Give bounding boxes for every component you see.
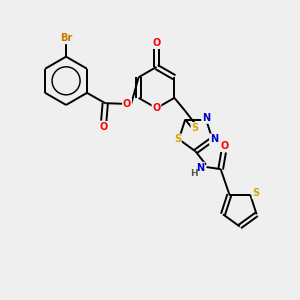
Text: N: N: [202, 113, 210, 123]
Text: O: O: [152, 103, 160, 113]
Text: N: N: [196, 163, 204, 173]
Text: O: O: [123, 99, 131, 109]
Text: O: O: [220, 141, 228, 151]
Text: H: H: [190, 169, 197, 178]
Text: O: O: [100, 122, 108, 132]
Text: S: S: [253, 188, 260, 198]
Text: S: S: [174, 134, 181, 144]
Text: N: N: [210, 134, 218, 144]
Text: S: S: [191, 123, 199, 133]
Text: O: O: [152, 38, 160, 48]
Text: Br: Br: [60, 33, 72, 43]
